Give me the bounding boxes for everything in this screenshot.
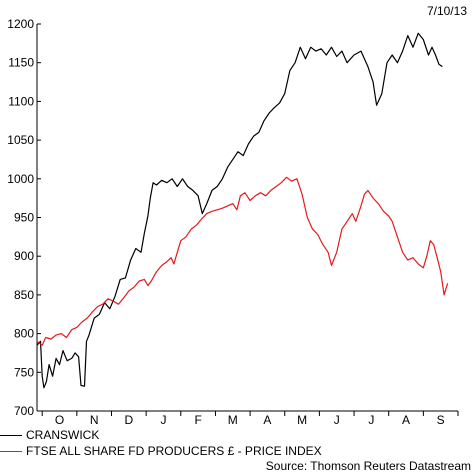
y-tick-label: 750: [14, 365, 34, 379]
x-tick-label: J: [160, 413, 166, 427]
x-tick-label: M: [228, 413, 238, 427]
legend-item-ftse: FTSE ALL SHARE FD PRODUCERS £ - PRICE IN…: [0, 444, 322, 458]
legend-swatch-cranswick: [0, 435, 22, 437]
y-tick-label: 1050: [7, 133, 34, 147]
y-tick-label: 800: [14, 327, 34, 341]
series-line-ftse: [36, 176, 449, 346]
date-stamp: 7/10/13: [426, 4, 467, 18]
x-tick-label: M: [297, 413, 307, 427]
y-tick-label: 900: [14, 249, 34, 263]
x-tick-label: S: [437, 413, 445, 427]
x-tick-label: A: [402, 413, 410, 427]
y-tick-label: 700: [14, 404, 34, 418]
y-tick-label: 1150: [8, 56, 34, 70]
x-tick-label: A: [263, 413, 271, 427]
y-axis: 700 750 800 850 900 950 1000 1050 1100 1150 1200: [7, 17, 41, 418]
x-tick-label: D: [124, 413, 133, 427]
legend-item-cranswick: CRANSWICK: [0, 428, 99, 442]
x-tick-label: O: [55, 413, 64, 427]
x-tick-label: J: [334, 413, 340, 427]
source-label: Source: Thomson Reuters Datastream: [265, 459, 471, 473]
series-line-cranswick: [36, 32, 443, 389]
y-tick-label: 1100: [8, 94, 34, 108]
x-tick-label: J: [368, 413, 374, 427]
y-tick-label: 950: [14, 211, 34, 225]
series-lines: [36, 32, 449, 389]
legend-swatch-ftse: [0, 451, 22, 453]
legend-label-ftse: FTSE ALL SHARE FD PRODUCERS £ - PRICE IN…: [26, 444, 322, 458]
y-tick-label: 1200: [7, 17, 34, 31]
y-tick-label: 850: [14, 288, 34, 302]
x-tick-label: N: [90, 413, 99, 427]
x-tick-label: F: [194, 413, 201, 427]
legend-label-cranswick: CRANSWICK: [26, 428, 100, 442]
y-tick-label: 1000: [7, 172, 34, 186]
